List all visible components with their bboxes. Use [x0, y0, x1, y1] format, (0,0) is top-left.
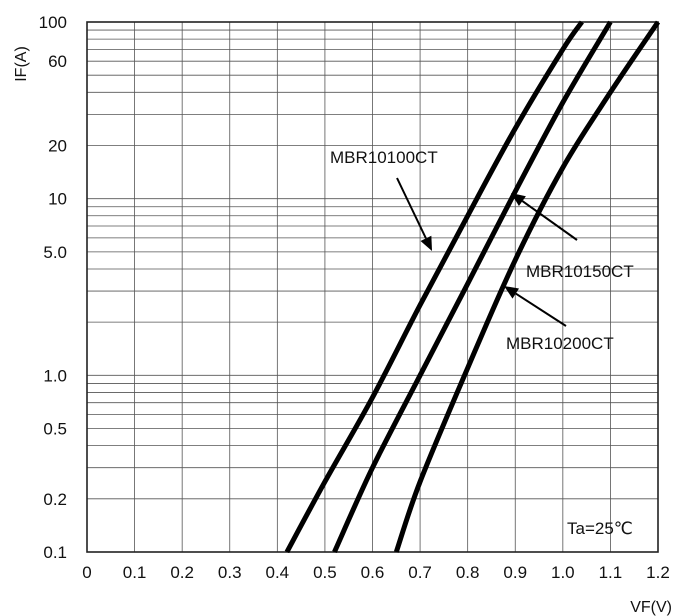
x-tick-label: 1.0	[551, 563, 575, 582]
series-lines	[284, 20, 661, 554]
y-tick-label: 10	[48, 190, 67, 209]
y-tick-label: 100	[39, 13, 67, 32]
x-tick-label: 0.8	[456, 563, 480, 582]
y-tick-label: 0.2	[43, 490, 67, 509]
y-tick-label: 5.0	[43, 243, 67, 262]
label-arrow-head	[511, 193, 526, 207]
y-tick-label: 0.1	[43, 543, 67, 562]
tick-labels: 0 0.1 0.2 0.3 0.4 0.5 0.6 0.7 0.8 0.9 1.0 1.1 1.2 0.1…	[39, 13, 670, 582]
label-arrow-line	[521, 200, 578, 241]
temperature-annotation: Ta=25℃	[567, 519, 633, 538]
series-label-mbr10100ct: MBR10100CT	[330, 148, 438, 167]
x-tick-label: 0.4	[266, 563, 290, 582]
x-tick-label: 0.1	[123, 563, 147, 582]
x-tick-label: 0.9	[503, 563, 527, 582]
series-line-mbr10150ct	[332, 20, 613, 554]
series-label-mbr10200ct: MBR10200CT	[506, 334, 614, 353]
label-arrow-head	[420, 235, 432, 251]
x-tick-label: 0.5	[313, 563, 337, 582]
y-axis-label: IF(A)	[13, 46, 30, 82]
series-label-mbr10150ct: MBR10150CT	[526, 262, 634, 281]
x-tick-label: 0.3	[218, 563, 242, 582]
x-tick-label: 0	[82, 563, 91, 582]
x-tick-label: 0.2	[170, 563, 194, 582]
x-tick-label: 0.6	[361, 563, 385, 582]
series-line-mbr10100ct	[284, 20, 584, 554]
label-arrow-head	[504, 286, 520, 299]
series-labels: MBR10100CT MBR10150CT MBR10200CT	[330, 148, 634, 353]
x-axis-label: VF(V)	[630, 599, 672, 616]
y-tick-label: 0.5	[43, 420, 67, 439]
label-arrow-line	[396, 177, 427, 239]
x-tick-label: 0.7	[408, 563, 432, 582]
x-tick-label: 1.2	[646, 563, 670, 582]
y-tick-label: 20	[48, 136, 67, 155]
y-tick-label: 1.0	[43, 366, 67, 385]
label-arrows	[396, 177, 578, 327]
x-tick-label: 1.1	[599, 563, 623, 582]
label-arrow-line	[515, 292, 567, 327]
plot-frame	[86, 21, 659, 553]
y-tick-label: 60	[48, 52, 67, 71]
series-line-mbr10200ct	[393, 20, 661, 553]
